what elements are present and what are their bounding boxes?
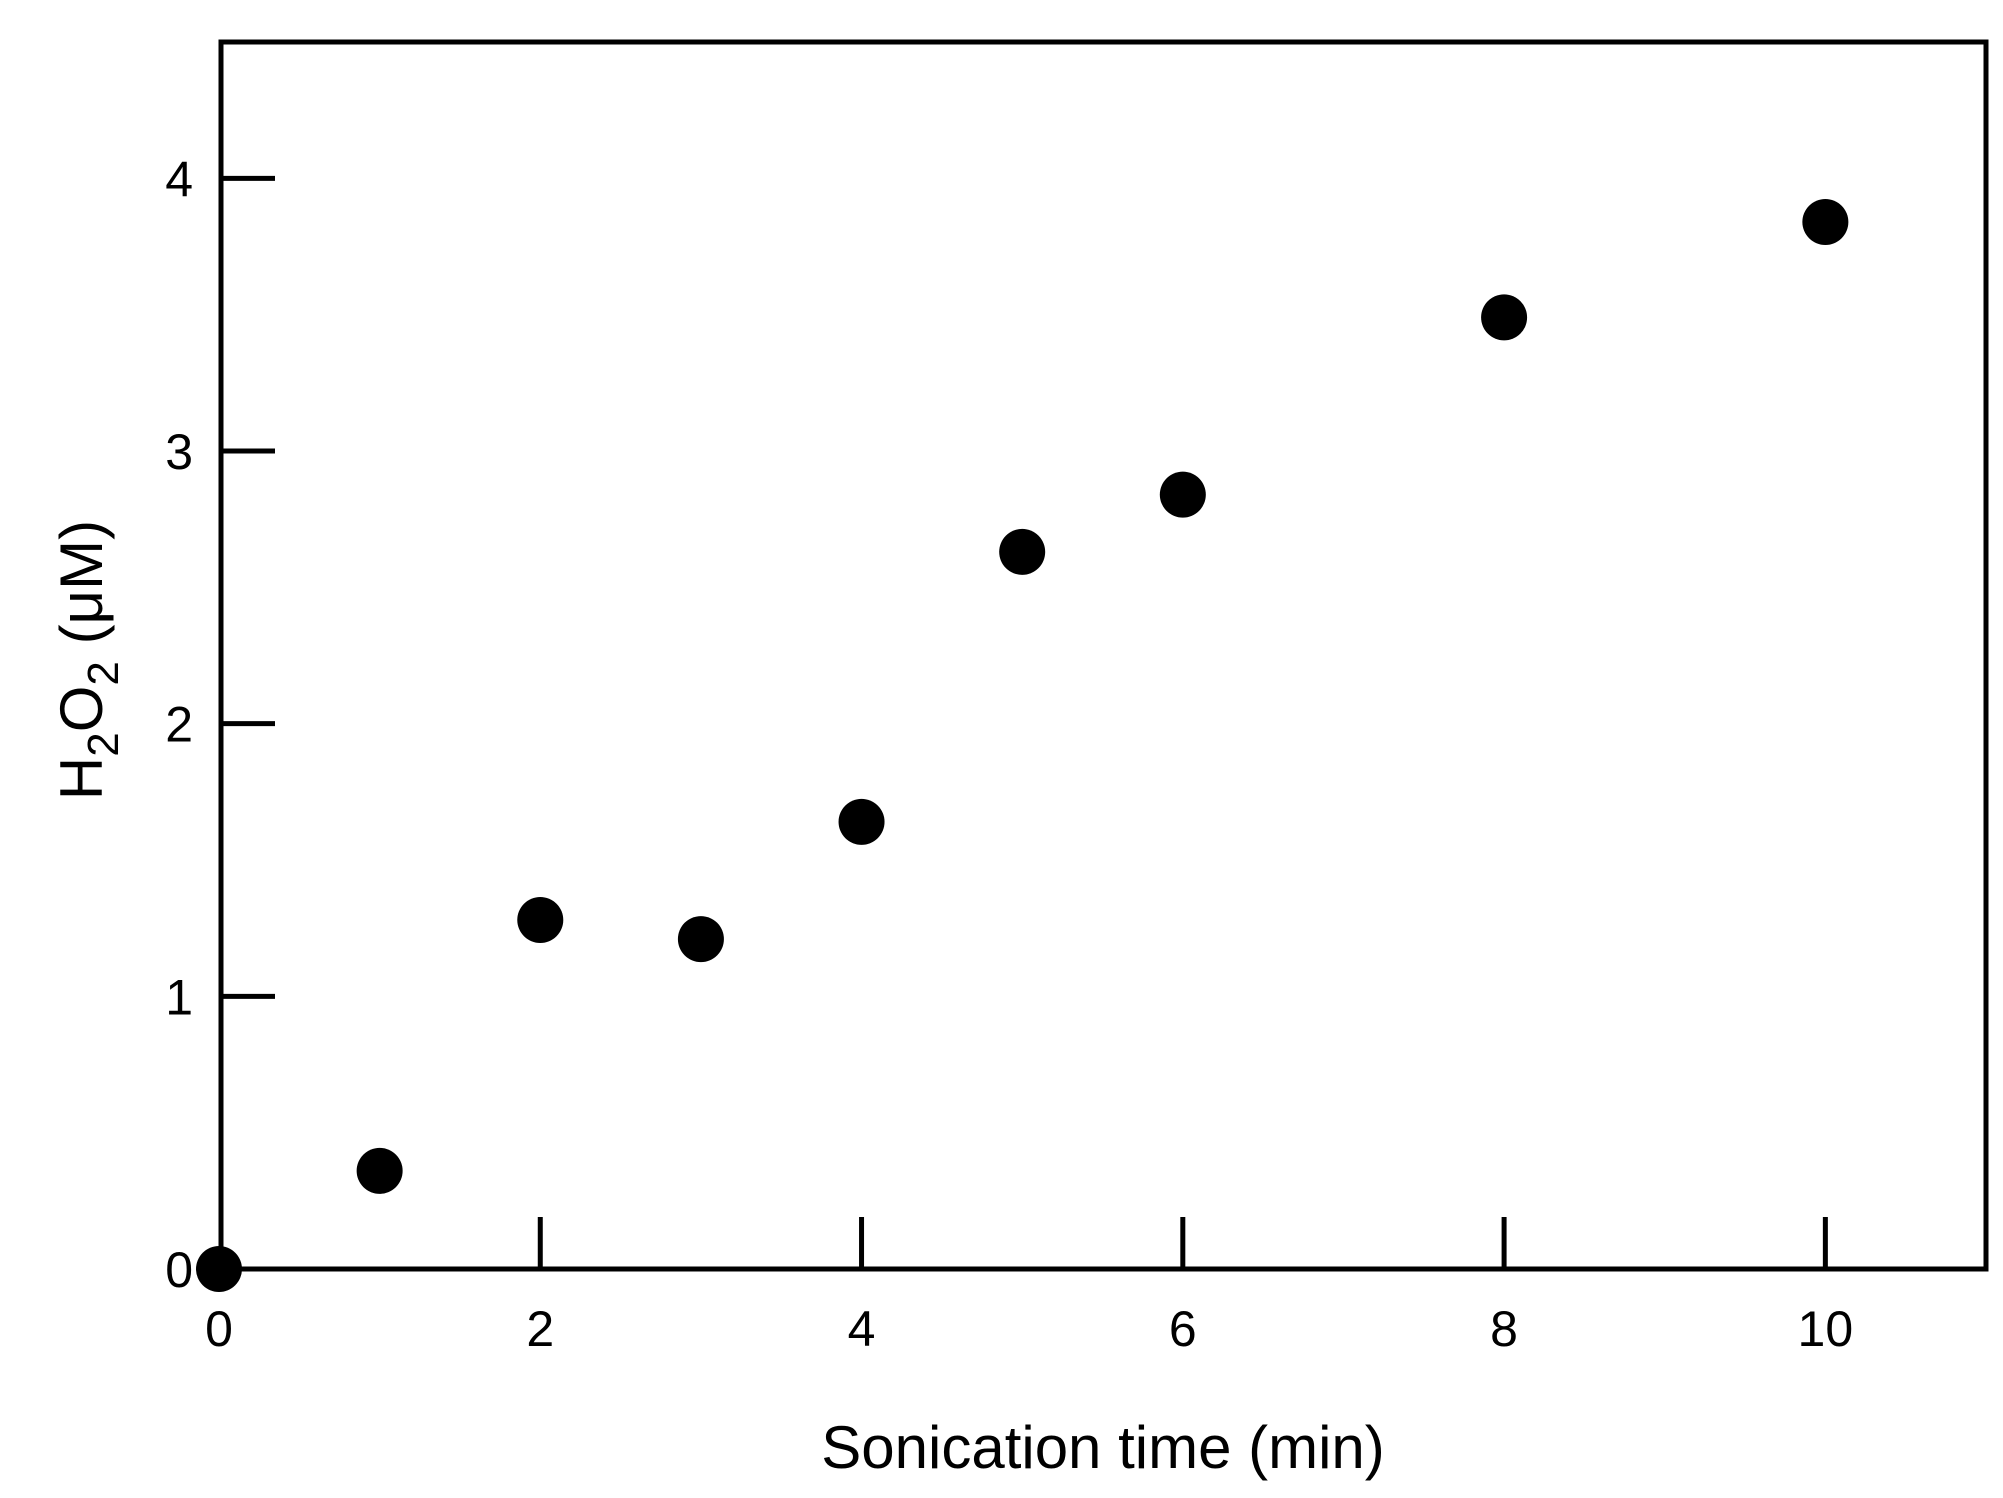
data-point [1481,294,1528,341]
y-axis-title: H2O2 (μM) [48,520,128,800]
x-tick-label: 4 [848,1301,876,1357]
data-point [999,528,1046,575]
x-tick-label: 2 [526,1301,554,1357]
data-points [196,198,1849,1292]
y-tick-label: 3 [165,424,193,480]
data-point [196,1246,242,1292]
data-point [677,916,724,963]
plot-frame [218,39,1989,1272]
x-tick-label: 10 [1798,1301,1854,1357]
y-axis-title-unit: (μM) [48,520,115,661]
x-tick-label: 8 [1490,1301,1518,1357]
y-tick-label: 4 [165,151,193,207]
y-tick-label: 0 [165,1242,193,1298]
y-tick-label: 2 [165,697,193,753]
x-tick-label: 0 [205,1301,233,1357]
data-point [1159,471,1206,518]
data-point [356,1147,403,1194]
y-axis-title-o: O [48,686,115,733]
x-tick-label: 6 [1169,1301,1197,1357]
x-axis-ticks: 0 2 4 6 8 10 [205,1217,1853,1357]
data-point [1802,198,1849,245]
data-point [838,798,885,845]
y-axis-title-sub2: 2 [79,661,128,685]
y-axis-title-h: H [48,757,115,800]
y-tick-label: 1 [165,969,193,1025]
y-axis-title-sub1: 2 [79,732,128,756]
x-axis-title: Sonication time (min) [821,1414,1385,1481]
y-axis-ticks: 0 1 2 3 4 [165,151,275,1298]
data-point [517,896,564,943]
